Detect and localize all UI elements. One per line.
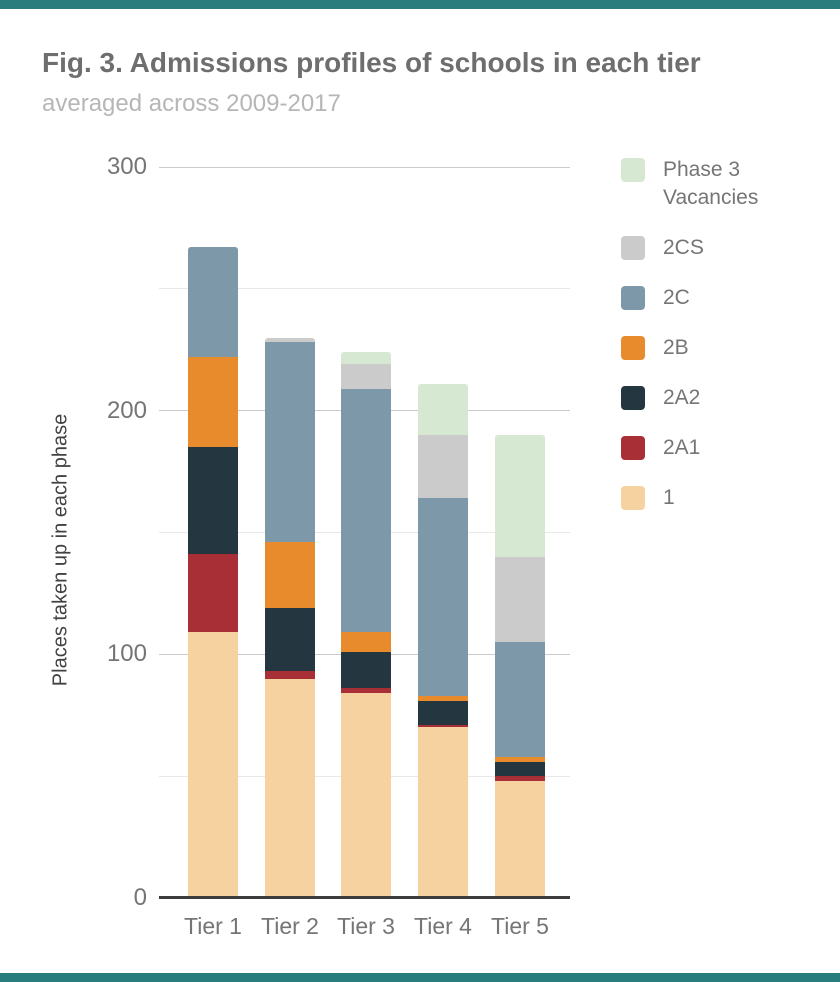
legend-swatch-2cs — [621, 236, 645, 260]
bar-tier-5-segment-2c — [495, 642, 545, 757]
bar-tier-5-segment-2b — [495, 756, 545, 762]
legend-swatch-2c — [621, 286, 645, 310]
y-tick-label-300: 300 — [106, 153, 147, 180]
bar-tier-1-segment-1 — [188, 632, 238, 898]
y-tick-label-0: 0 — [133, 884, 147, 911]
legend-label: Phase 3 Vacancies — [663, 158, 759, 209]
legend-label: 2CS — [663, 236, 704, 259]
bar-tier-5-segment-2a1 — [495, 776, 545, 782]
bar-tier-3-segment-2a1 — [341, 688, 391, 694]
legend-label: 2A2 — [663, 386, 701, 409]
bar-tier-2-segment-2b — [265, 542, 315, 608]
bar-tier-2-segment-2cs — [265, 337, 315, 343]
x-tick-label-tier-1: Tier 1 — [184, 913, 242, 939]
legend-swatch-2b — [621, 336, 645, 360]
legend-item-2a2: 2A2 — [621, 386, 793, 412]
legend-label: 2A1 — [663, 436, 701, 459]
bottom-accent-bar — [0, 973, 840, 982]
bar-tier-5-segment-phase-3-vacancies — [495, 435, 545, 557]
legend-label: 2C — [663, 286, 690, 309]
legend-item-2cs: 2CS — [621, 236, 793, 262]
gridline-250 — [159, 288, 570, 290]
legend-item-2c: 2C — [621, 286, 793, 312]
bar-tier-5-segment-2a2 — [495, 761, 545, 777]
bar-tier-4-segment-2c — [418, 498, 468, 696]
y-tick-label-100: 100 — [106, 640, 147, 668]
bar-tier-2-segment-2a2 — [265, 608, 315, 672]
legend-swatch-2a2 — [621, 386, 645, 410]
bar-tier-1-segment-2b — [188, 357, 238, 448]
x-tick-label-tier-4: Tier 4 — [414, 913, 472, 939]
legend: Phase 3 Vacancies 2CS 2C 2B 2A2 2A1 1 — [621, 158, 793, 512]
bar-tier-2-segment-1 — [265, 678, 315, 898]
legend-item-1: 1 — [621, 486, 793, 512]
x-tick-label-tier-5: Tier 5 — [491, 913, 549, 939]
bar-tier-3-segment-2a2 — [341, 651, 391, 689]
x-tick-label-tier-3: Tier 3 — [337, 913, 395, 939]
legend-swatch-1 — [621, 486, 645, 510]
bar-tier-2-segment-2a1 — [265, 671, 315, 679]
bar-tier-4-segment-2b — [418, 695, 468, 701]
chart-title: Fig. 3. Admissions profiles of schools i… — [42, 47, 701, 78]
bar-tier-1-segment-2a1 — [188, 554, 238, 633]
bar-tier-4-segment-2a1 — [418, 725, 468, 728]
legend-item-2b: 2B — [621, 336, 793, 362]
bar-tier-3-segment-2cs — [341, 364, 391, 389]
bar-tier-1-segment-2a2 — [188, 447, 238, 555]
top-accent-bar — [0, 0, 840, 9]
legend-label: 1 — [663, 486, 675, 509]
x-tick-label-tier-2: Tier 2 — [261, 913, 319, 939]
bar-tier-4-segment-2a2 — [418, 700, 468, 725]
bar-tier-3-segment-1 — [341, 693, 391, 898]
legend-swatch-phase-3-vacancies — [621, 158, 645, 182]
bar-tier-3-segment-2c — [341, 388, 391, 633]
chart-subtitle: averaged across 2009-2017 — [42, 90, 341, 117]
bar-tier-5-segment-2cs — [495, 556, 545, 643]
legend-item-phase-3-vacancies: Phase 3 Vacancies — [621, 158, 793, 212]
bar-tier-1-segment-2c — [188, 247, 238, 357]
bar-tier-3-segment-2b — [341, 632, 391, 652]
bar-tier-5-segment-1 — [495, 781, 545, 898]
bar-tier-4-segment-phase-3-vacancies — [418, 383, 468, 436]
bar-tier-2-segment-2c — [265, 342, 315, 543]
gridline-300 — [159, 166, 570, 168]
bar-tier-4-segment-1 — [418, 727, 468, 898]
legend-swatch-2a1 — [621, 436, 645, 460]
bar-tier-3-segment-phase-3-vacancies — [341, 352, 391, 365]
x-axis-line — [159, 896, 570, 899]
legend-label: 2B — [663, 336, 689, 359]
bar-tier-4-segment-2cs — [418, 435, 468, 499]
y-tick-label-200: 200 — [106, 396, 147, 424]
legend-item-2a1: 2A1 — [621, 436, 793, 462]
